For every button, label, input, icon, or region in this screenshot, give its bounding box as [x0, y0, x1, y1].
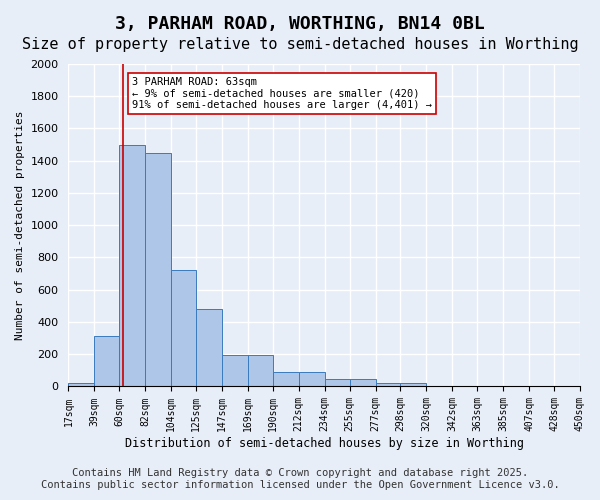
X-axis label: Distribution of semi-detached houses by size in Worthing: Distribution of semi-detached houses by …	[125, 437, 524, 450]
Text: Size of property relative to semi-detached houses in Worthing: Size of property relative to semi-detach…	[22, 38, 578, 52]
Bar	[196, 309, 222, 386]
Bar	[273, 372, 299, 386]
Bar	[145, 152, 171, 386]
Text: 3 PARHAM ROAD: 63sqm
← 9% of semi-detached houses are smaller (420)
91% of semi-: 3 PARHAM ROAD: 63sqm ← 9% of semi-detach…	[132, 77, 432, 110]
Bar	[248, 355, 273, 386]
Bar	[376, 383, 400, 386]
Text: 3, PARHAM ROAD, WORTHING, BN14 0BL: 3, PARHAM ROAD, WORTHING, BN14 0BL	[115, 15, 485, 33]
Bar	[350, 379, 376, 386]
Bar	[222, 355, 248, 386]
Bar	[325, 379, 350, 386]
Y-axis label: Number of semi-detached properties: Number of semi-detached properties	[15, 110, 25, 340]
Bar	[94, 336, 119, 386]
Bar	[68, 383, 94, 386]
Bar	[400, 383, 427, 386]
Text: Contains HM Land Registry data © Crown copyright and database right 2025.
Contai: Contains HM Land Registry data © Crown c…	[41, 468, 559, 490]
Bar	[299, 372, 325, 386]
Bar	[119, 144, 145, 386]
Bar	[171, 270, 196, 386]
